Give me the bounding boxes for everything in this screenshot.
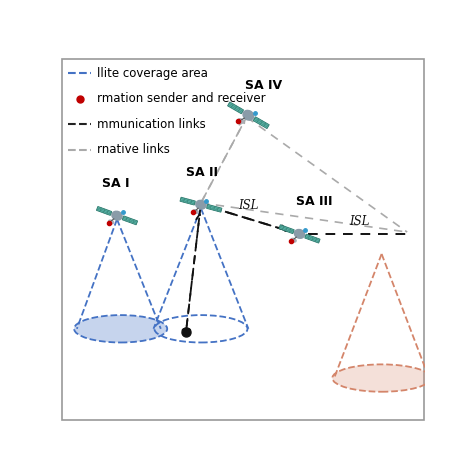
Bar — [305, 234, 320, 243]
Text: SA III: SA III — [296, 195, 332, 209]
Ellipse shape — [291, 238, 296, 242]
Ellipse shape — [109, 220, 114, 224]
Text: llite coverage area: llite coverage area — [97, 67, 208, 80]
Bar — [279, 225, 294, 234]
Ellipse shape — [294, 229, 305, 238]
Ellipse shape — [196, 201, 206, 209]
Text: rnative links: rnative links — [97, 144, 170, 156]
Bar — [122, 216, 137, 225]
Text: ISL: ISL — [238, 199, 259, 212]
Ellipse shape — [243, 110, 254, 120]
Ellipse shape — [74, 315, 167, 343]
Bar — [228, 102, 244, 114]
Ellipse shape — [193, 210, 198, 213]
Bar — [180, 197, 195, 205]
Bar — [207, 204, 222, 212]
Ellipse shape — [112, 211, 122, 220]
Ellipse shape — [332, 365, 431, 392]
Bar — [253, 117, 269, 128]
Text: rmation sender and receiver: rmation sender and receiver — [97, 92, 265, 105]
Text: ISL: ISL — [349, 215, 370, 228]
Bar — [96, 207, 112, 216]
Text: SA I: SA I — [102, 177, 130, 190]
Text: SA IV: SA IV — [245, 79, 282, 91]
Text: mmunication links: mmunication links — [97, 118, 206, 131]
Ellipse shape — [238, 118, 244, 123]
Text: SA II: SA II — [186, 166, 219, 179]
